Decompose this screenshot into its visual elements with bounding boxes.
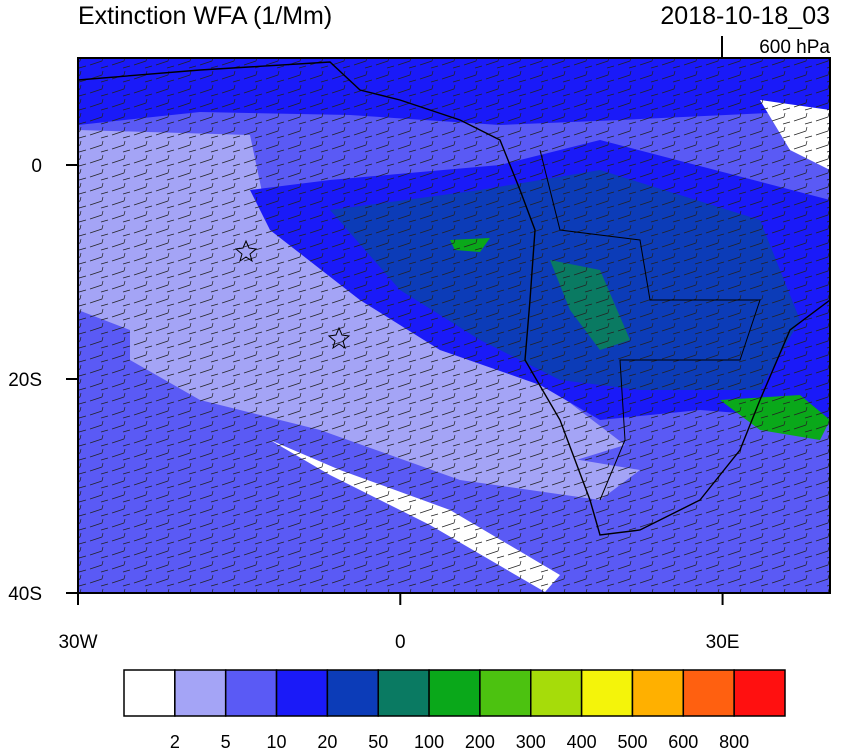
- map-frame: [77, 57, 831, 594]
- colorbar-label: 400: [567, 732, 597, 750]
- x-tick-label: 30E: [706, 632, 740, 653]
- colorbar-label: 300: [516, 732, 546, 750]
- colorbar-box: [123, 669, 176, 717]
- colorbar-box: [682, 669, 735, 717]
- colorbar-label: 800: [719, 732, 749, 750]
- colorbar-label: 20: [317, 732, 337, 750]
- title: Extinction WFA (1/Mm): [78, 2, 332, 30]
- colorbar-box: [224, 669, 278, 717]
- colorbar-box: [631, 669, 685, 717]
- colorbar-box: [174, 669, 227, 717]
- colorbar-box: [428, 669, 481, 717]
- colorbar-label: 200: [465, 732, 495, 750]
- colorbar-label: 100: [414, 732, 444, 750]
- level-label: 600 hPa: [759, 37, 830, 58]
- colorbar-label: 2: [170, 732, 180, 750]
- map-field: [78, 58, 830, 593]
- colorbar-label: 500: [617, 732, 647, 750]
- colorbar-box: [326, 669, 379, 717]
- wind-barbs: [78, 58, 830, 593]
- colorbar-box: [479, 669, 532, 717]
- colorbar-box: [275, 669, 329, 717]
- colorbar-label: 5: [221, 732, 231, 750]
- y-tick-label: 20S: [8, 370, 42, 391]
- border: [539, 149, 761, 501]
- colorbar-box: [377, 669, 430, 717]
- colorbar-box: [733, 669, 786, 717]
- colorbar-label: 10: [267, 732, 287, 750]
- colorbar-label: 50: [368, 732, 388, 750]
- star-marker: [327, 326, 351, 350]
- x-tick-label: 0: [395, 632, 406, 653]
- star-marker: [234, 239, 258, 263]
- time-label: 2018-10-18_03: [660, 2, 830, 30]
- y-tick-label: 0: [31, 156, 42, 177]
- colorbar-box: [580, 669, 634, 717]
- colorbar-box: [530, 669, 583, 717]
- coastline: [78, 61, 830, 536]
- colorbar-label: 600: [668, 732, 698, 750]
- y-tick-label: 40S: [8, 584, 42, 605]
- x-tick-label: 30W: [58, 632, 97, 653]
